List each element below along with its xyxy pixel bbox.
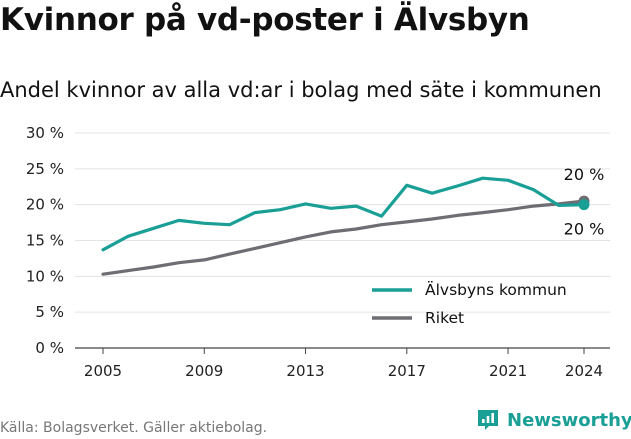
series-line-alvsbyn [101, 176, 586, 252]
x-tick-label: 2009 [185, 362, 223, 380]
brand-icon-bar-3 [491, 413, 494, 423]
x-tick-label: 2017 [388, 362, 426, 380]
brand-logo[interactable]: Newsworthy [476, 408, 631, 432]
newsworthy-chart-icon [478, 410, 498, 430]
x-tick-label: 2005 [84, 362, 122, 380]
y-tick-label: 30 % [26, 124, 64, 142]
y-tick-label: 15 % [26, 232, 64, 250]
end-label-riket: 20 % [564, 165, 605, 184]
y-tick-label: 20 % [26, 196, 64, 214]
x-tick-label: 2021 [489, 362, 527, 380]
series-line-riket [101, 199, 586, 276]
source-note: Källa: Bolagsverket. Gäller aktiebolag. [0, 420, 268, 436]
chart-subtitle: Andel kvinnor av alla vd:ar i bolag med … [0, 78, 602, 102]
line-chart: 0 % 5 % 10 % 15 % 20 % 25 % 30 % 2005 2009 2013 20… [26, 124, 610, 380]
y-tick-label: 0 % [35, 339, 64, 357]
legend-item-alvsbyn-label: Älvsbyns kommun [425, 280, 567, 299]
brand-name: Newsworthy [507, 409, 631, 431]
brand-icon-bar-1 [482, 419, 485, 423]
x-tick-label: 2024 [565, 362, 603, 380]
y-tick-label: 10 % [26, 267, 64, 285]
y-tick-label: 25 % [26, 160, 64, 178]
end-label-alvsbyn: 20 % [564, 220, 605, 239]
legend-item-riket-label: Riket [425, 309, 464, 327]
end-point-alvsbyn [578, 199, 590, 211]
y-tick-label: 5 % [35, 303, 64, 321]
x-tick-label: 2013 [286, 362, 324, 380]
chart-title: Kvinnor på vd-poster i Älvsbyn [0, 2, 530, 38]
brand-icon-bar-2 [486, 416, 490, 423]
